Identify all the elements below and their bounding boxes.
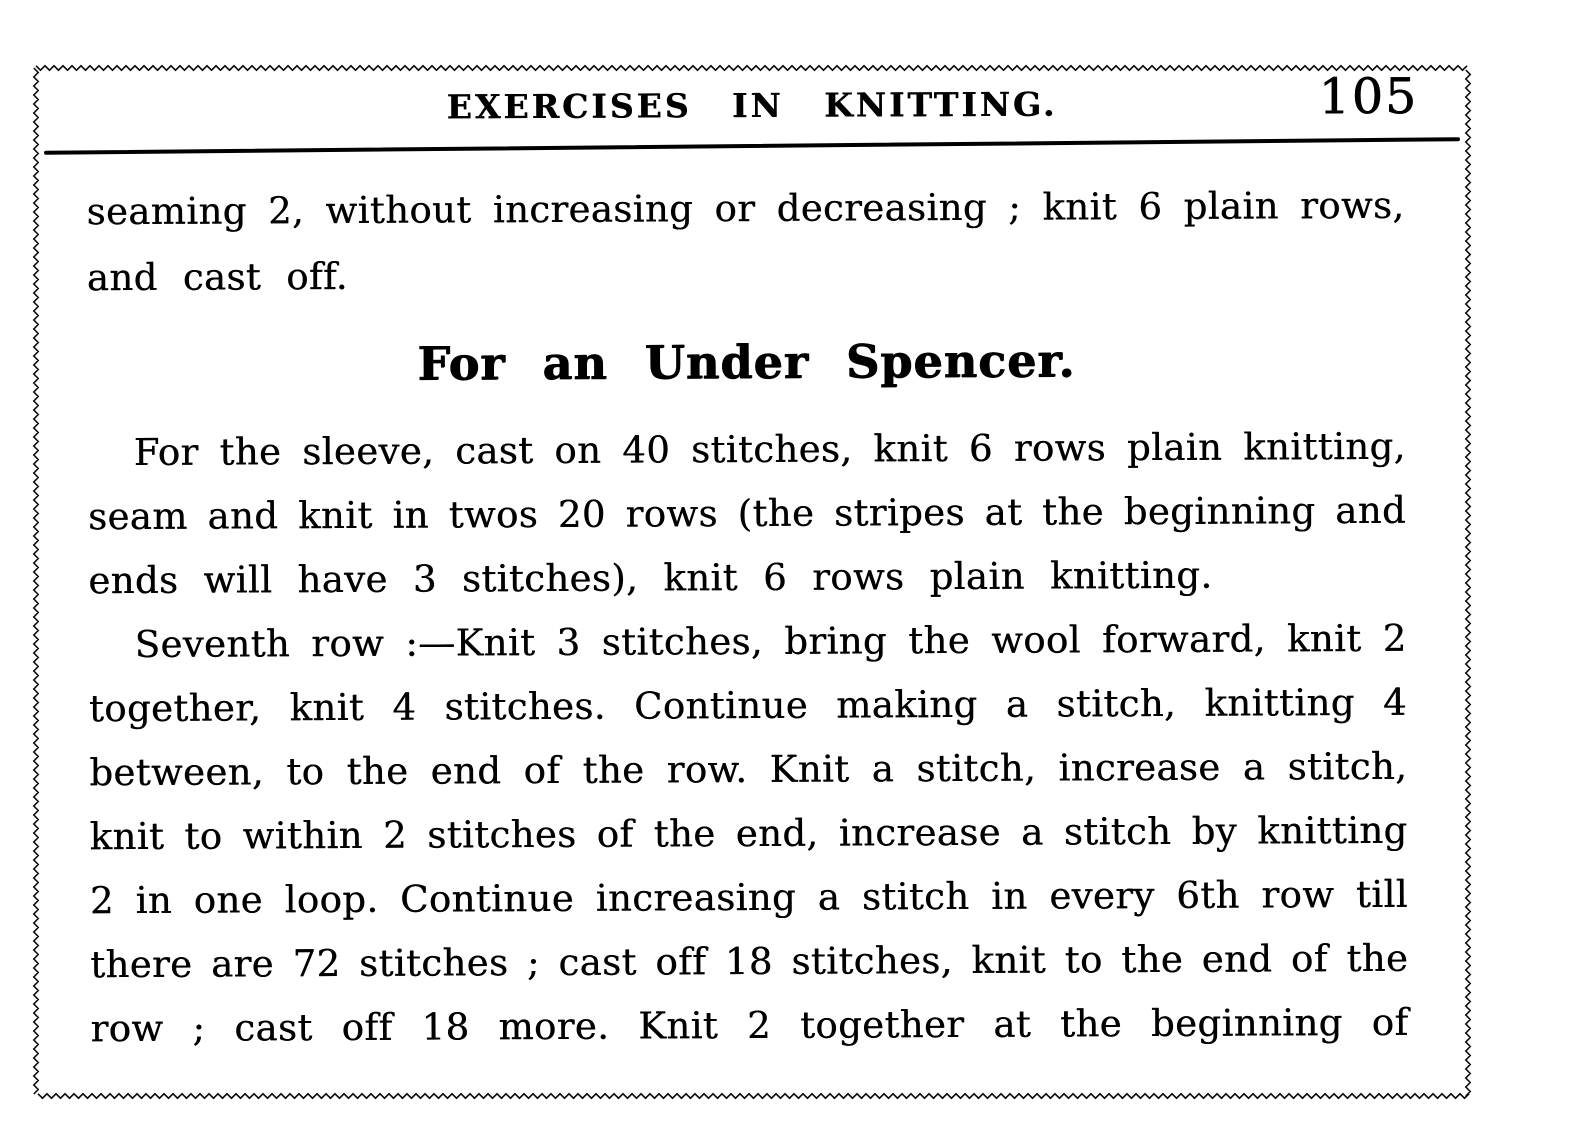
text-line: and cast off.	[86, 254, 348, 300]
text-line: between, to the end of the row. Knit a s…	[89, 744, 1408, 795]
scanned-book-page: EXERCISES IN KNITTING. 105 seaming 2, wi…	[36, 68, 1468, 1096]
page-header: EXERCISES IN KNITTING. 105	[36, 68, 1468, 144]
page-number: 105	[1318, 68, 1418, 125]
text-line: seam and knit in twos 20 rows (the strip…	[87, 488, 1407, 539]
paragraph-continuation: seaming 2, without increasing or decreas…	[86, 173, 1405, 311]
section-heading-blackletter: For an Under Spencer.	[417, 333, 1076, 391]
text-line: row ; cast off 18 more. Knit 2 together …	[90, 1000, 1409, 1051]
text-line: together, knit 4 stitches. Continue maki…	[88, 680, 1408, 731]
paragraph-seventh-row: Seventh row :—Knit 3 stitches, bring the…	[88, 607, 1409, 1061]
text-line: 2 in one loop. Continue increasing a sti…	[89, 872, 1408, 923]
text-line: For the sleeve, cast on 40 stitches, kni…	[133, 424, 1406, 475]
paragraph-sleeve: For the sleeve, cast on 40 stitches, kni…	[88, 415, 1407, 613]
running-title: EXERCISES IN KNITTING.	[446, 84, 1058, 127]
text-line: there are 72 stitches ; cast off 18 stit…	[90, 936, 1409, 987]
page-body: seaming 2, without increasing or decreas…	[34, 145, 1470, 1062]
text-line: knit to within 2 stitches of the end, in…	[89, 808, 1408, 859]
text-line: ends will have 3 stitches), knit 6 rows …	[88, 553, 1213, 603]
text-line: seaming 2, without increasing or decreas…	[86, 183, 1405, 234]
text-line: Seventh row :—Knit 3 stitches, bring the…	[134, 616, 1407, 667]
